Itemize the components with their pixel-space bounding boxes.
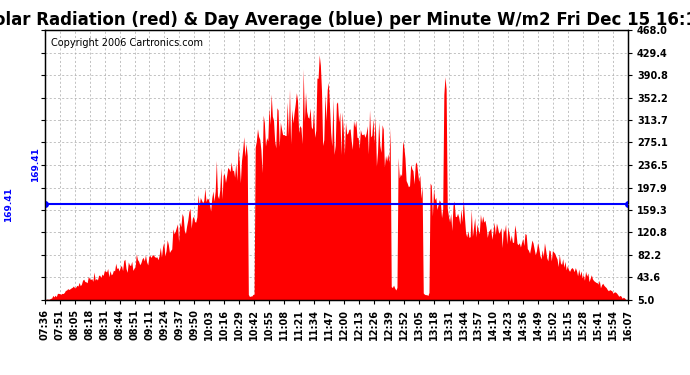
Text: Solar Radiation (red) & Day Average (blue) per Minute W/m2 Fri Dec 15 16:14: Solar Radiation (red) & Day Average (blu…	[0, 11, 690, 29]
Text: ►169.41: ►169.41	[628, 204, 634, 205]
Text: 169.41: 169.41	[31, 147, 41, 182]
Text: Copyright 2006 Cartronics.com: Copyright 2006 Cartronics.com	[50, 38, 203, 48]
Text: 169.41: 169.41	[3, 187, 13, 222]
